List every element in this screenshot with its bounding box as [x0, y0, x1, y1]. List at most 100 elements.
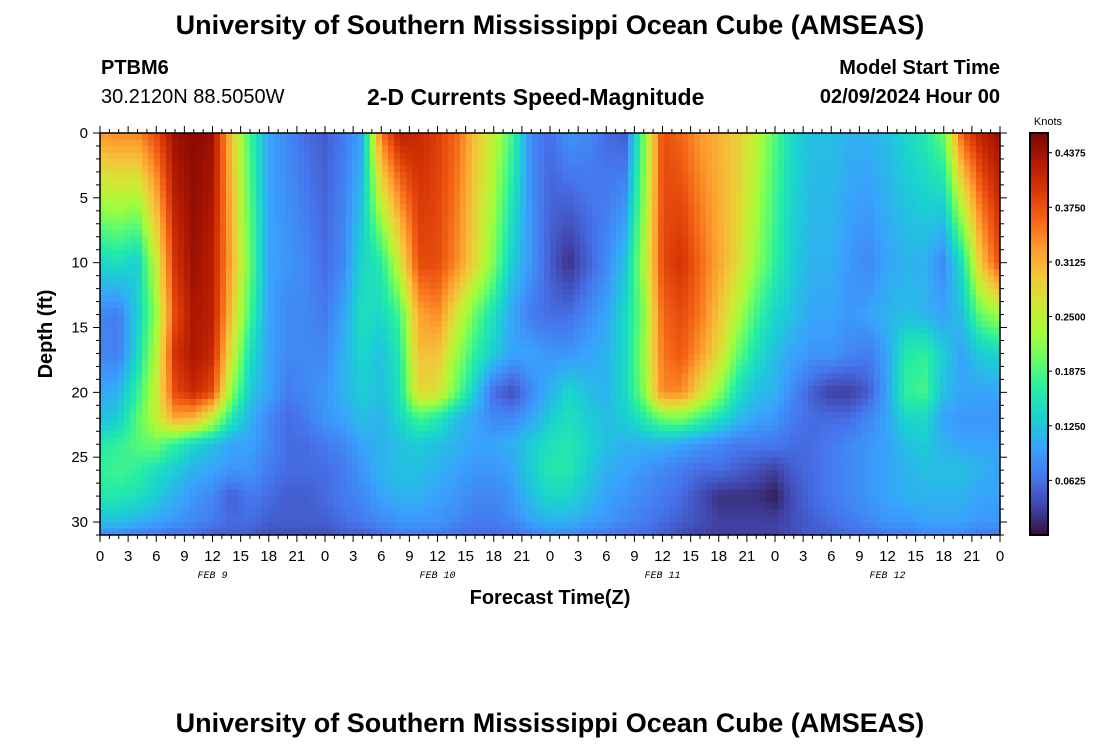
- heatmap-cell: [604, 197, 611, 205]
- heatmap-cell: [106, 346, 113, 355]
- heatmap-cell: [550, 184, 557, 192]
- heatmap-cell: [940, 133, 947, 141]
- heatmap-cell: [466, 295, 473, 303]
- heatmap-cell: [850, 288, 857, 296]
- heatmap-cell: [202, 327, 209, 335]
- heatmap-cell: [622, 145, 629, 154]
- heatmap-cell: [286, 223, 293, 231]
- heatmap-cell: [718, 236, 725, 244]
- heatmap-cell: [754, 133, 761, 141]
- heatmap-cell: [634, 236, 641, 244]
- heatmap-cell: [466, 217, 473, 225]
- heatmap-cell: [544, 269, 551, 277]
- heatmap-cell: [496, 314, 503, 322]
- heatmap-cell: [316, 243, 323, 251]
- heatmap-cell: [772, 197, 779, 205]
- heatmap-cell: [742, 191, 749, 199]
- heatmap-cell: [826, 275, 833, 283]
- heatmap-cell: [382, 256, 389, 264]
- heatmap-cell: [634, 334, 641, 342]
- heatmap-cell: [334, 223, 341, 231]
- heatmap-cell: [760, 288, 767, 296]
- heatmap-cell: [904, 314, 911, 322]
- heatmap-cell: [562, 158, 569, 167]
- heatmap-cell: [334, 191, 341, 199]
- heatmap-cell: [160, 197, 167, 205]
- heatmap-cell: [214, 295, 221, 303]
- heatmap-cell: [274, 197, 281, 205]
- heatmap-cell: [994, 152, 1000, 160]
- heatmap-cell: [394, 301, 401, 309]
- heatmap-cell: [448, 288, 455, 296]
- heatmap-cell: [784, 165, 791, 173]
- heatmap-cell: [412, 217, 419, 225]
- heatmap-cell: [184, 210, 191, 218]
- heatmap-cell: [610, 236, 617, 244]
- heatmap-cell: [736, 282, 743, 290]
- heatmap-cell: [514, 262, 521, 270]
- heatmap-cell: [424, 217, 431, 225]
- heatmap-cell: [532, 321, 539, 329]
- heatmap-cell: [670, 269, 677, 277]
- heatmap-cell: [370, 184, 377, 192]
- heatmap-cell: [262, 249, 269, 257]
- heatmap-cell: [700, 288, 707, 296]
- heatmap-cell: [970, 191, 977, 199]
- heatmap-cell: [316, 152, 323, 160]
- heatmap-cell: [142, 223, 149, 231]
- heatmap-cell: [430, 321, 437, 329]
- heatmap-cell: [778, 308, 785, 316]
- heatmap-cell: [562, 210, 569, 218]
- heatmap-cell: [826, 249, 833, 257]
- heatmap-cell: [826, 236, 833, 244]
- heatmap-cell: [334, 217, 341, 225]
- heatmap-cell: [418, 314, 425, 322]
- heatmap-cell: [724, 321, 731, 329]
- heatmap-cell: [244, 327, 251, 335]
- heatmap-cell: [628, 191, 635, 199]
- heatmap-cell: [748, 314, 755, 322]
- heatmap-cell: [976, 340, 983, 348]
- heatmap-cell: [178, 197, 185, 205]
- heatmap-cell: [598, 262, 605, 270]
- heatmap-cell: [484, 295, 491, 303]
- heatmap-cell: [652, 288, 659, 296]
- heatmap-cell: [814, 256, 821, 264]
- heatmap-cell: [316, 282, 323, 290]
- heatmap-cell: [832, 334, 839, 342]
- heatmap-cell: [754, 165, 761, 173]
- heatmap-cell: [946, 295, 953, 303]
- heatmap-cell: [112, 340, 119, 348]
- heatmap-cell: [628, 210, 635, 218]
- heatmap-cell: [676, 321, 683, 329]
- heatmap-cell: [526, 191, 533, 199]
- heatmap-cell: [346, 133, 353, 141]
- heatmap-cell: [730, 243, 737, 251]
- heatmap-cell: [214, 249, 221, 257]
- heatmap-cell: [574, 340, 581, 348]
- heatmap-cell: [604, 165, 611, 173]
- heatmap-cell: [268, 178, 275, 186]
- heatmap-cell: [226, 158, 233, 167]
- heatmap-cell: [142, 321, 149, 329]
- heatmap-cell: [616, 217, 623, 225]
- heatmap-cell: [184, 321, 191, 329]
- heatmap-cell: [196, 178, 203, 186]
- heatmap-cell: [340, 334, 347, 342]
- heatmap-cell: [778, 327, 785, 335]
- heatmap-cell: [238, 184, 245, 192]
- heatmap-cell: [880, 282, 887, 290]
- heatmap-cell: [952, 314, 959, 322]
- heatmap-cell: [688, 301, 695, 309]
- heatmap-cell: [772, 204, 779, 212]
- heatmap-cell: [358, 191, 365, 199]
- heatmap-cell: [994, 230, 1000, 238]
- heatmap-cell: [850, 145, 857, 154]
- heatmap-cell: [556, 256, 563, 264]
- heatmap-cell: [964, 178, 971, 186]
- heatmap-cell: [742, 171, 749, 179]
- heatmap-cell: [550, 295, 557, 303]
- heatmap-cell: [706, 204, 713, 212]
- heatmap-cell: [118, 191, 125, 199]
